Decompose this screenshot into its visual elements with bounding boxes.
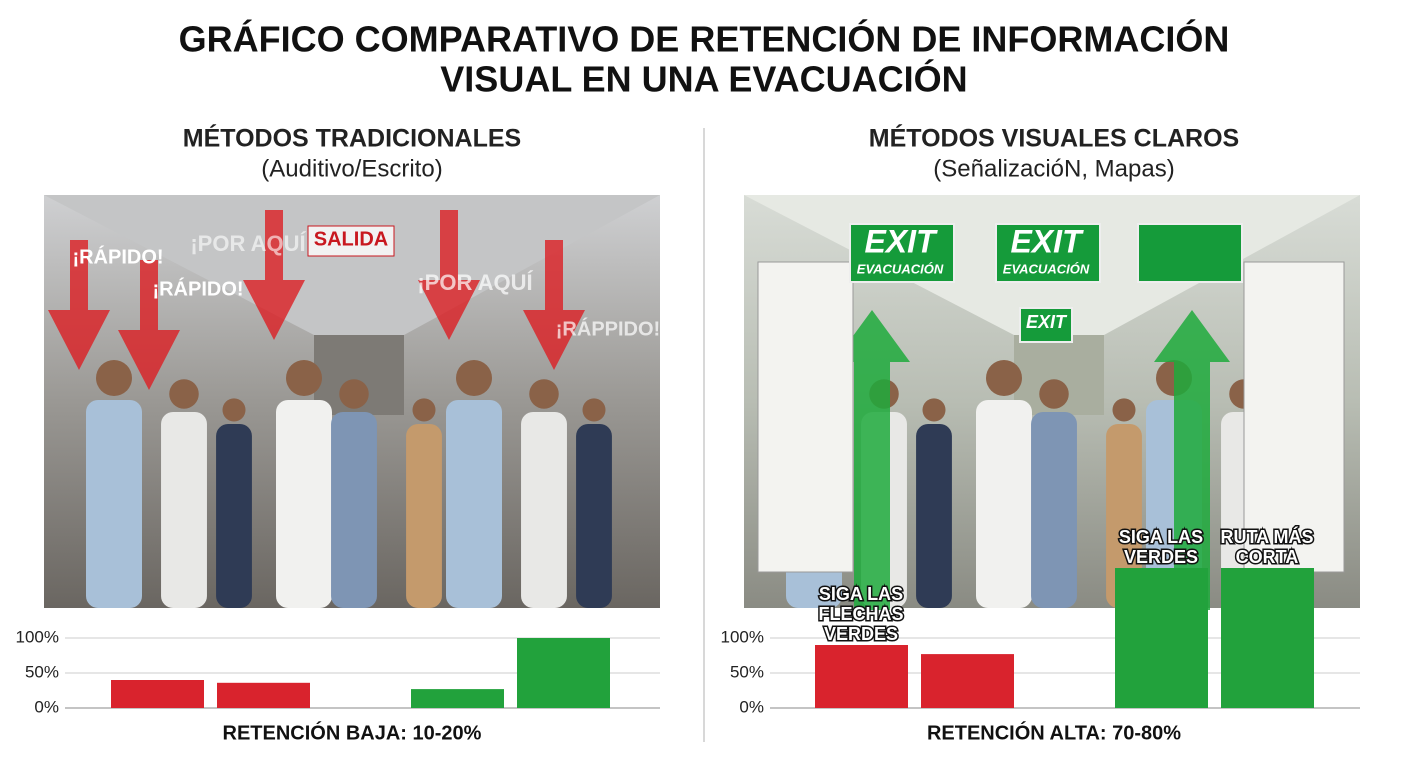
person	[406, 424, 442, 608]
photo-text: EVACUACIÓN	[1003, 261, 1090, 276]
red-arrow	[523, 240, 585, 370]
exit-sign	[1019, 307, 1073, 343]
person	[86, 400, 142, 608]
person	[276, 400, 332, 608]
person-head	[1112, 398, 1136, 422]
bar	[517, 638, 610, 708]
bar-annotation: VERDES	[1124, 547, 1198, 567]
photo-text: ¡RÁPPIDO!	[556, 317, 660, 340]
photo-text: EXIT	[1010, 223, 1084, 259]
bar-annotation: RUTA MÁS	[1221, 526, 1314, 547]
person	[1106, 424, 1142, 608]
chart-caption: RETENCIÓN ALTA: 70-80%	[927, 720, 1181, 744]
person-head	[412, 398, 436, 422]
salida-sign	[307, 225, 395, 257]
panel-title: MÉTODOS TRADICIONALES	[183, 124, 521, 153]
person	[976, 400, 1032, 608]
person	[216, 424, 252, 608]
photo-text: ¡POR AQUÍ	[417, 270, 533, 295]
corridor-ceiling	[44, 195, 660, 335]
red-arrow	[243, 210, 305, 340]
bar	[217, 682, 310, 708]
y-tick-label: 50%	[730, 662, 764, 681]
person	[446, 400, 502, 608]
photo-text: EXIT	[1026, 312, 1068, 332]
person-head	[96, 360, 132, 396]
y-tick-label: 100%	[16, 627, 59, 646]
photo-text: ¡POR AQUÍ	[190, 231, 306, 256]
green-arrow	[834, 310, 910, 610]
bar-annotation: SIGA LAS	[1119, 527, 1203, 547]
person-head	[169, 379, 199, 409]
photo-text: EXIT	[864, 223, 938, 259]
person-head	[456, 360, 492, 396]
bar	[921, 654, 1014, 708]
photo-text: ¡RÁPIDO!	[72, 245, 163, 268]
person-head	[922, 398, 946, 422]
panel-subtitle: (SeñalizacióN, Mapas)	[933, 155, 1174, 182]
bar	[411, 689, 504, 708]
green-arrow	[1154, 310, 1230, 610]
photo-text: EVACUACIÓN	[857, 261, 944, 276]
person-head	[222, 398, 246, 422]
bar	[815, 645, 908, 708]
y-tick-label: 100%	[721, 627, 764, 646]
person	[916, 424, 952, 608]
person	[331, 412, 377, 608]
person-head	[986, 360, 1022, 396]
person-head	[582, 398, 606, 422]
photo-text: ¡RÁPIDO!	[152, 277, 243, 300]
person-head	[529, 379, 559, 409]
person-head	[1039, 379, 1069, 409]
y-tick-label: 0%	[34, 697, 59, 716]
panel-title: MÉTODOS VISUALES CLAROS	[869, 124, 1239, 153]
exit-sign	[995, 223, 1101, 283]
person	[161, 412, 207, 608]
person	[1031, 412, 1077, 608]
exit-sign	[1137, 223, 1243, 283]
person-head	[286, 360, 322, 396]
red-arrow	[48, 240, 110, 370]
bar-annotation: VERDES	[824, 624, 898, 644]
panel-subtitle: (Auditivo/Escrito)	[261, 155, 442, 182]
bar-annotation: FLECHAS	[819, 604, 904, 624]
person	[521, 412, 567, 608]
bar	[1115, 568, 1208, 708]
exit-sign	[849, 223, 955, 283]
chart-caption: RETENCIÓN BAJA: 10-20%	[223, 720, 482, 744]
bar	[111, 680, 204, 708]
photo-text: SALIDA	[314, 228, 388, 250]
y-tick-label: 0%	[739, 697, 764, 716]
title-line: GRÁFICO COMPARATIVO DE RETENCIÓN DE INFO…	[179, 18, 1230, 60]
wall-map	[757, 261, 854, 573]
person-head	[339, 379, 369, 409]
wall-map	[1243, 261, 1345, 573]
title-line: VISUAL EN UNA EVACUACIÓN	[440, 58, 967, 100]
bar-annotation: CORTA	[1236, 547, 1299, 567]
y-tick-label: 50%	[25, 662, 59, 681]
bar	[1221, 568, 1314, 708]
bar-annotation: SIGA LAS	[819, 584, 903, 604]
red-arrow	[118, 260, 180, 390]
person	[576, 424, 612, 608]
red-arrow	[418, 210, 480, 340]
